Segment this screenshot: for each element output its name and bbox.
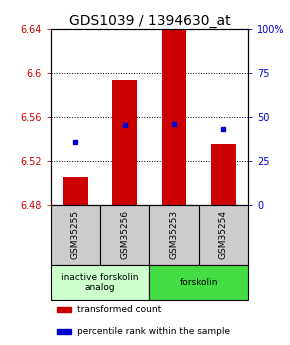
Bar <box>162 27 186 205</box>
Bar <box>63 177 88 205</box>
Text: GSM35256: GSM35256 <box>120 210 129 259</box>
Bar <box>149 205 199 265</box>
Bar <box>113 80 137 205</box>
Bar <box>199 205 248 265</box>
Title: GDS1039 / 1394630_at: GDS1039 / 1394630_at <box>68 14 230 28</box>
Text: GSM35253: GSM35253 <box>169 210 179 259</box>
Text: percentile rank within the sample: percentile rank within the sample <box>77 327 230 336</box>
Text: GSM35255: GSM35255 <box>71 210 80 259</box>
Text: inactive forskolin
analog: inactive forskolin analog <box>61 273 139 292</box>
Bar <box>51 205 100 265</box>
Bar <box>51 265 149 300</box>
Text: transformed count: transformed count <box>77 305 161 314</box>
Bar <box>149 265 248 300</box>
Bar <box>57 328 71 334</box>
Bar <box>100 205 149 265</box>
Bar <box>57 307 71 312</box>
Bar <box>211 144 235 205</box>
Text: forskolin: forskolin <box>180 278 218 287</box>
Text: GSM35254: GSM35254 <box>219 210 228 259</box>
